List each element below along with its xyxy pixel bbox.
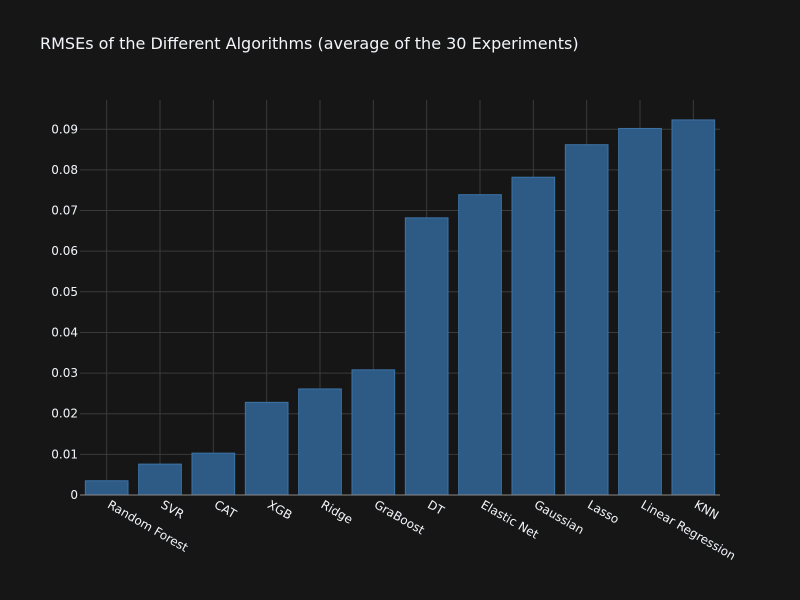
- y-tick-label: 0.01: [51, 447, 78, 461]
- x-tick-label: CAT: [212, 497, 239, 521]
- bar: [298, 388, 342, 496]
- bar: [191, 452, 236, 496]
- y-tick-label: 0.07: [51, 204, 78, 218]
- chart-title: RMSEs of the Different Algorithms (avera…: [40, 34, 579, 53]
- y-tick-label: 0.04: [51, 325, 78, 339]
- y-tick-label: 0.05: [51, 285, 78, 299]
- y-tick-label: 0.08: [51, 163, 78, 177]
- x-tick-label: Lasso: [585, 497, 621, 526]
- x-tick-label: Linear Regression: [639, 497, 738, 562]
- bar: [138, 463, 182, 496]
- bar: [351, 369, 396, 496]
- bar: [564, 144, 609, 496]
- y-tick-label: 0.09: [51, 122, 78, 136]
- x-tick-label: KNN: [692, 497, 721, 522]
- bar: [84, 480, 129, 496]
- bar: [618, 127, 662, 496]
- bar: [458, 194, 502, 496]
- bar: [404, 217, 449, 496]
- y-tick-label: 0.03: [51, 366, 78, 380]
- x-tick-label: DT: [425, 497, 447, 518]
- x-tick-label: GraBoost: [372, 497, 427, 537]
- bar: [244, 401, 289, 496]
- bar: [671, 119, 716, 496]
- x-tick-label: Elastic Net: [479, 497, 542, 541]
- bar: [511, 176, 556, 496]
- y-tick-label: 0.06: [51, 244, 78, 258]
- x-tick-label: Gaussian: [532, 497, 587, 537]
- y-tick-label: 0.02: [51, 407, 78, 421]
- y-tick-label: 0: [70, 488, 78, 502]
- x-tick-label: SVR: [159, 497, 187, 521]
- bar-layer: [84, 119, 716, 496]
- x-tick-label: XGB: [265, 497, 294, 522]
- x-tick-label: Ridge: [319, 497, 356, 526]
